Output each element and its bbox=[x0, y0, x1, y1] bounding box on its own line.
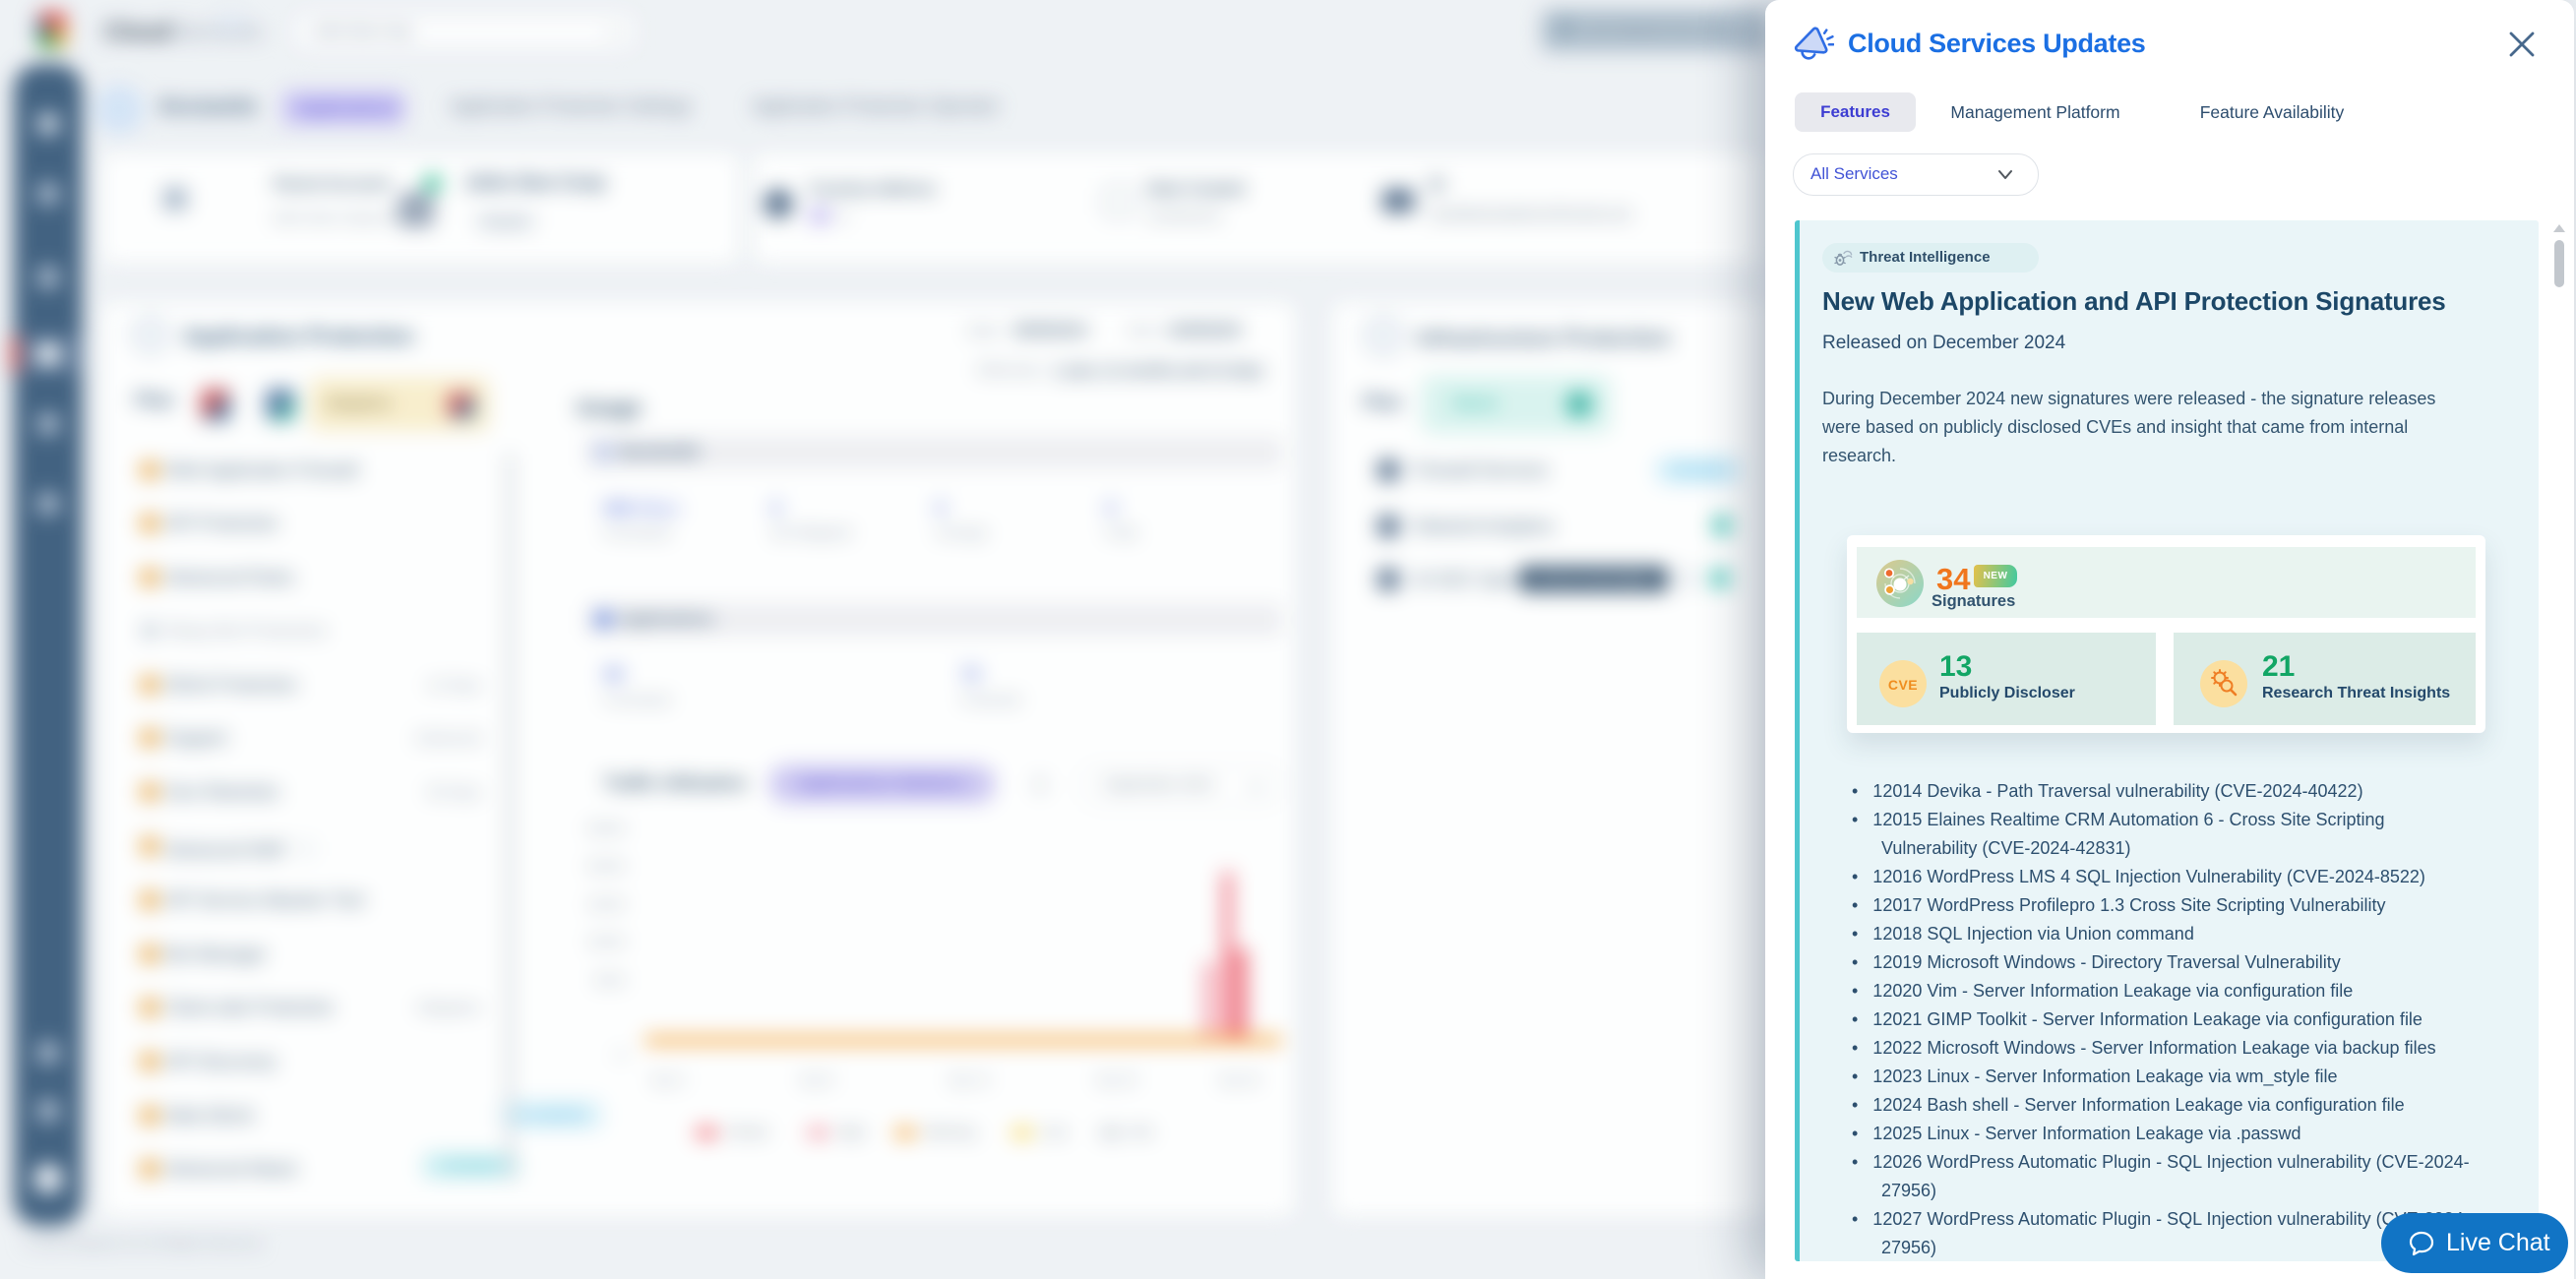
svg-text:CVE: CVE bbox=[1888, 677, 1918, 693]
